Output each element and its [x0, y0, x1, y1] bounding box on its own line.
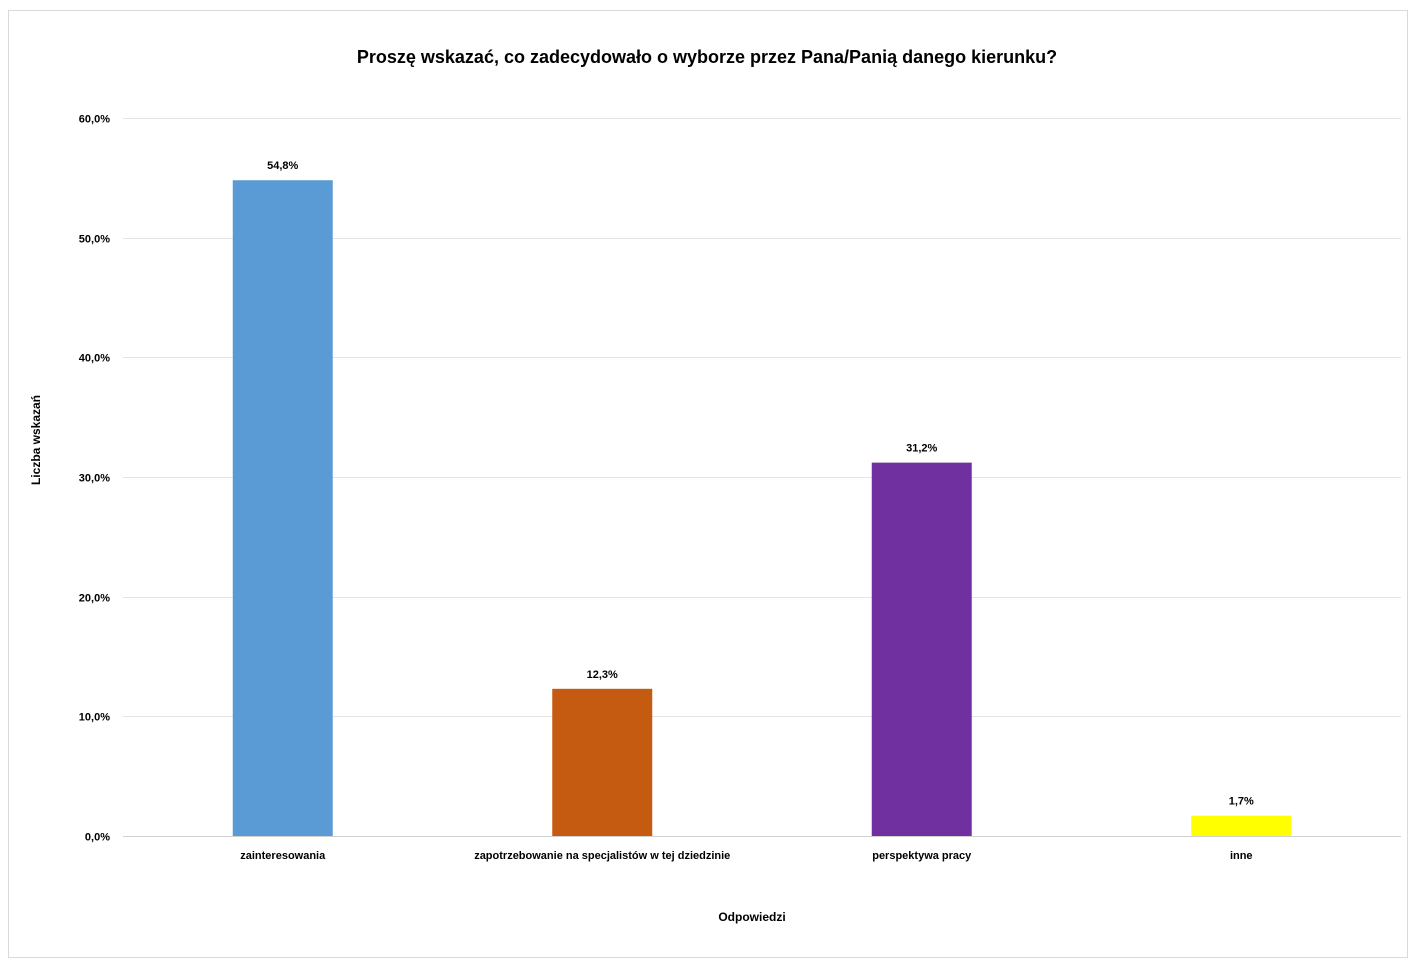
- x-tick-label: zapotrzebowanie na specjalistów w tej dz…: [474, 850, 730, 862]
- y-tick-label: 0,0%: [85, 832, 110, 844]
- bars: [232, 180, 1292, 836]
- bar: [552, 688, 653, 836]
- data-label: 31,2%: [906, 443, 937, 455]
- x-axis-label: Odpowiedzi: [718, 910, 786, 924]
- x-tick-label: perspektywa pracy: [872, 850, 972, 862]
- y-tick-label: 40,0%: [79, 353, 110, 365]
- gridlines: [123, 118, 1401, 837]
- y-tick-label: 50,0%: [79, 234, 110, 246]
- y-tick-label: 30,0%: [79, 473, 110, 485]
- bar: [871, 462, 972, 836]
- y-tick-label: 60,0%: [79, 114, 110, 126]
- bar: [232, 180, 333, 836]
- category-labels: zainteresowania zapotrzebowanie na specja…: [240, 850, 1252, 862]
- value-labels: 54,8% 12,3% 31,2% 1,7%: [267, 160, 1254, 807]
- data-label: 1,7%: [1229, 796, 1254, 808]
- y-tick-label: 20,0%: [79, 593, 110, 605]
- y-tick-label: 10,0%: [79, 712, 110, 724]
- data-label: 54,8%: [267, 160, 298, 172]
- x-tick-label: zainteresowania: [240, 850, 326, 862]
- data-label: 12,3%: [587, 669, 618, 681]
- chart-title: Proszę wskazać, co zadecydowało o wyborz…: [356, 47, 1058, 67]
- y-axis-ticks: 0,0% 10,0% 20,0% 30,0% 40,0% 50,0% 60,0%: [79, 114, 110, 844]
- x-tick-label: inne: [1230, 850, 1253, 862]
- bar: [1191, 815, 1292, 836]
